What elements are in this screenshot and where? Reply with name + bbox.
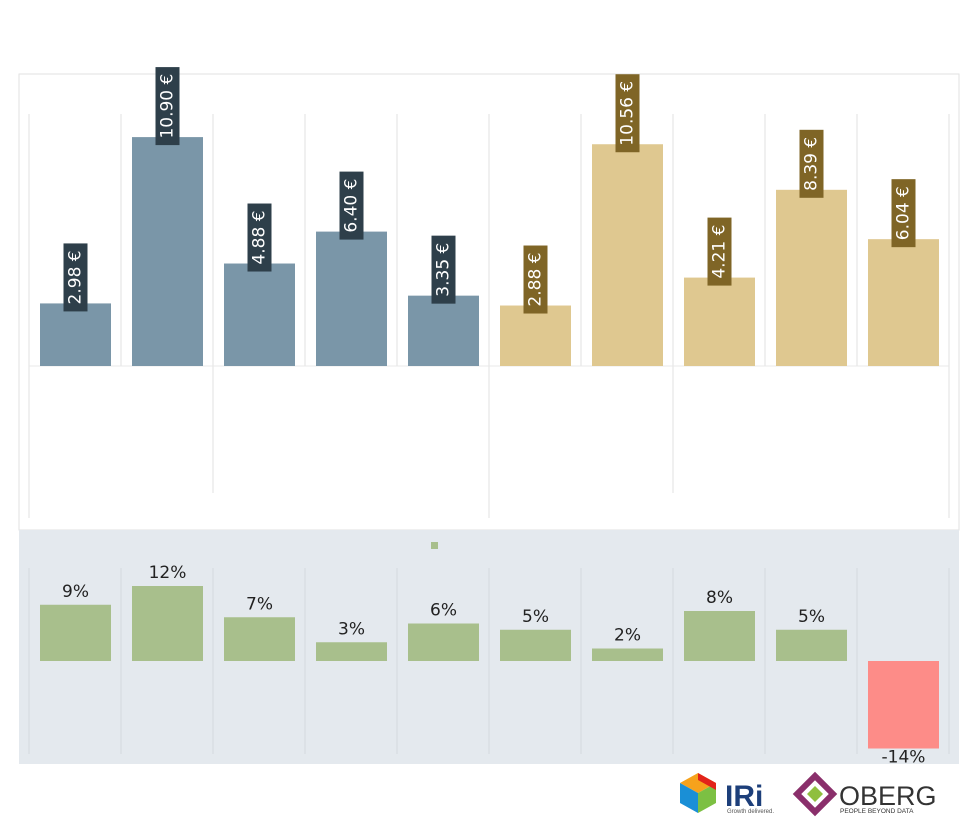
change-bar [592,648,663,661]
price-bar [868,239,939,366]
price-bar [500,305,571,366]
diamond-icon [792,771,838,817]
price-label: 2.98 € [66,250,86,304]
oberg-logo: OBERG PEOPLE BEYOND DATA [792,771,937,817]
iri-logo: IRi Growth delivered. [680,773,774,815]
price-label-bg [707,217,732,286]
change-label: 3% [338,619,365,639]
price-label-bg [155,67,180,146]
price-label-bg [799,129,824,198]
price-label-bg [891,179,916,248]
price-bars: 2.98 € 10.90 € 4.88 € 6.40 € 3.35 € 2.88 € 10.… [40,67,939,366]
change-bar [316,642,387,661]
price-label-bg [523,245,548,314]
price-label: 6.04 € [894,186,914,240]
price-label: 10.90 € [158,74,178,139]
price-bar [224,263,295,366]
price-bar [316,231,387,366]
change-bar [776,629,847,661]
lower-grid [28,568,950,754]
change-label: -14% [882,748,926,768]
price-label-bg [431,235,456,304]
change-label: 2% [614,626,641,646]
price-label: 2.88 € [526,252,546,306]
price-label-bg [339,171,364,240]
change-label: 8% [706,588,733,608]
lower-panel-marker [431,542,438,549]
iri-name: IRi [725,780,763,813]
price-bar [408,295,479,366]
price-label: 10.56 € [618,81,638,146]
price-label: 3.35 € [434,243,454,297]
price-label-bg [615,74,640,153]
price-label: 4.88 € [250,210,270,264]
price-label-bg [247,203,272,272]
oberg-name: OBERG [839,781,937,811]
change-label: 5% [798,607,825,627]
price-label: 4.21 € [710,225,730,279]
change-bar [132,586,203,661]
change-bar [684,611,755,661]
change-bar [40,604,111,661]
price-bar [40,303,111,366]
price-label: 6.40 € [342,179,362,233]
price-bar [684,277,755,366]
change-label: 12% [149,563,187,583]
iri-tagline: Growth delivered. [727,809,774,815]
change-bars: 9% 12% 7% 3% 6% 5% 2% 8% 5% -14% [40,563,939,768]
cube-icon [680,773,716,813]
price-label: 8.39 € [802,137,822,191]
change-bar [868,661,939,749]
change-label: 9% [62,582,89,602]
price-bar [776,189,847,366]
change-label: 6% [430,601,457,621]
change-label: 7% [246,594,273,614]
change-bar [224,617,295,661]
change-bar [408,623,479,661]
change-label: 5% [522,607,549,627]
oberg-tagline: PEOPLE BEYOND DATA [840,808,914,815]
price-label-bg [63,243,88,312]
price-bar [592,144,663,366]
change-bar [500,629,571,661]
price-bar [132,137,203,366]
